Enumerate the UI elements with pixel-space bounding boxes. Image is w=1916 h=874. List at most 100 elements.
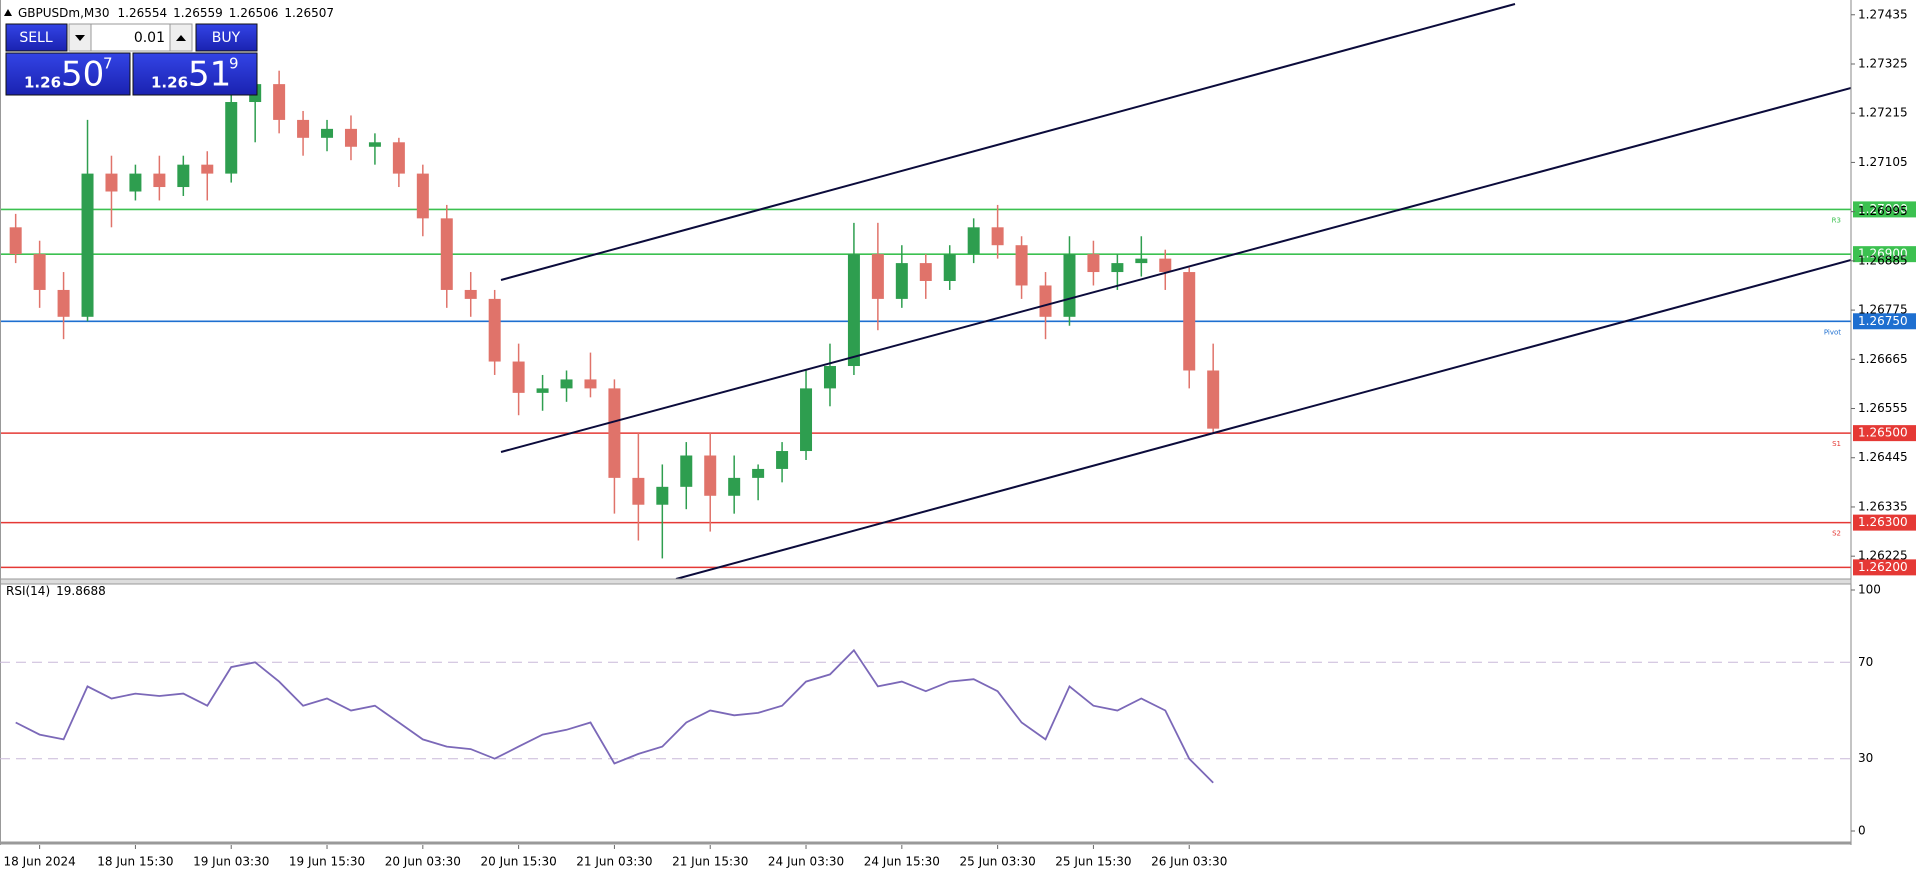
symbol: GBPUSDm,M30 [18, 6, 110, 20]
level-label-box [1853, 425, 1916, 442]
candle-body [105, 173, 118, 192]
y-tick-label: 1.26555 [1858, 401, 1908, 415]
channel-line [675, 259, 1851, 579]
y-tick-label: 1.26335 [1858, 499, 1908, 513]
y-tick-label: 1.26225 [1858, 549, 1908, 563]
y-tick-label: 70 [1858, 655, 1873, 669]
level-label: 1.27000 [1858, 202, 1908, 216]
quote: 1.26506 [229, 6, 279, 20]
x-tick-label: 18 Jun 2024 [4, 855, 76, 869]
candle-body [871, 254, 884, 299]
bid-pip: 7 [103, 55, 113, 73]
level-label: 1.26200 [1858, 560, 1908, 574]
x-tick-label: 25 Jun 15:30 [1055, 855, 1131, 869]
bid-main: 50 [61, 55, 104, 95]
candle-body [991, 227, 1004, 246]
x-tick-label: 24 Jun 03:30 [768, 855, 844, 869]
pane-separator [0, 578, 1852, 585]
y-tick-label: 1.26445 [1858, 450, 1908, 464]
candle-body [201, 164, 214, 174]
quote: 1.26554 [118, 6, 168, 20]
up-arrow [176, 35, 186, 41]
y-tick-label: 1.27325 [1858, 56, 1908, 70]
candle-body [321, 128, 334, 138]
candle-body [129, 173, 142, 192]
candle-body [392, 142, 405, 174]
candle-body [608, 388, 621, 478]
candle-body [273, 84, 286, 120]
candle-body [297, 119, 310, 138]
level-tag: Pivot [1824, 328, 1841, 336]
symbol-header: GBPUSDm,M30 1.26554 1.26559 1.26506 1.26507 [18, 6, 334, 20]
candle-body [752, 468, 765, 478]
candle-body [488, 298, 501, 362]
x-tick-label: 19 Jun 15:30 [289, 855, 365, 869]
channel-line [500, 87, 1851, 453]
level-tag: R3 [1832, 216, 1841, 224]
level-label-box [1853, 559, 1916, 576]
rsi-current: 19.8688 [56, 584, 106, 598]
ask-main: 51 [188, 55, 231, 95]
quote: 1.26559 [173, 6, 223, 20]
buy-button[interactable] [195, 23, 258, 52]
y-tick-label: 1.26885 [1858, 253, 1908, 267]
candle-body [1087, 254, 1100, 273]
level-label: 1.26300 [1858, 515, 1908, 529]
level-label-box [1853, 514, 1916, 531]
candle-body [464, 289, 477, 299]
x-tick-label: 20 Jun 03:30 [385, 855, 461, 869]
candle-body [728, 477, 741, 496]
candle-body [81, 173, 94, 317]
rsi-title: RSI(14) [6, 584, 50, 598]
x-tick-label: 20 Jun 15:30 [481, 855, 557, 869]
candle-body [656, 486, 669, 505]
channel-line [500, 3, 1516, 281]
collapse-icon[interactable] [4, 9, 12, 16]
y-tick-label: 1.26775 [1858, 303, 1908, 317]
y-tick-label: 1.27105 [1858, 155, 1908, 169]
candle-body [895, 263, 908, 299]
y-tick-label: 0 [1858, 824, 1866, 838]
ask-box[interactable] [132, 52, 258, 96]
candle-body [57, 289, 70, 317]
rsi-line [15, 648, 1214, 784]
lot-input[interactable] [90, 23, 171, 52]
candle-body [368, 142, 381, 147]
x-tick-label: 26 Jun 03:30 [1151, 855, 1227, 869]
y-tick-label: 1.27435 [1858, 7, 1908, 21]
candle-body [1015, 245, 1028, 286]
candle-body [177, 164, 190, 188]
buy-label: BUY [212, 30, 241, 46]
bid-big: 1.26 [24, 74, 61, 92]
candle-body [1135, 258, 1148, 264]
candle-body [1039, 285, 1052, 317]
bid-box[interactable] [5, 52, 131, 96]
x-tick-label: 21 Jun 03:30 [576, 855, 652, 869]
x-tick-label: 21 Jun 15:30 [672, 855, 748, 869]
sell-button[interactable] [5, 23, 68, 52]
candle-body [632, 477, 645, 505]
down-arrow [75, 35, 85, 41]
level-label: 1.26900 [1858, 247, 1908, 261]
y-tick-label: 30 [1858, 751, 1873, 765]
level-label: 1.26750 [1858, 314, 1908, 328]
level-label-box [1853, 246, 1916, 263]
sell-label[interactable]: SELL [19, 30, 53, 46]
candle-body [416, 173, 429, 219]
level-label-box [1853, 201, 1916, 218]
candle-body [560, 379, 573, 389]
level-label: 1.26500 [1858, 426, 1908, 440]
trade-panel: SELL 0.01 BUY 1.26 50 7 1.26 51 9 [5, 23, 258, 96]
candle-body [1111, 263, 1124, 273]
lot-value: 0.01 [134, 30, 165, 46]
rsi-header: RSI(14) 19.8688 [6, 584, 106, 598]
x-tick-label: 18 Jun 15:30 [97, 855, 173, 869]
candle-body [847, 254, 860, 367]
candle-body [943, 254, 956, 281]
y-tick-label: 1.27215 [1858, 106, 1908, 120]
channel [500, 3, 1851, 579]
y-tick-label: 100 [1858, 583, 1881, 597]
candle-body [704, 455, 717, 496]
